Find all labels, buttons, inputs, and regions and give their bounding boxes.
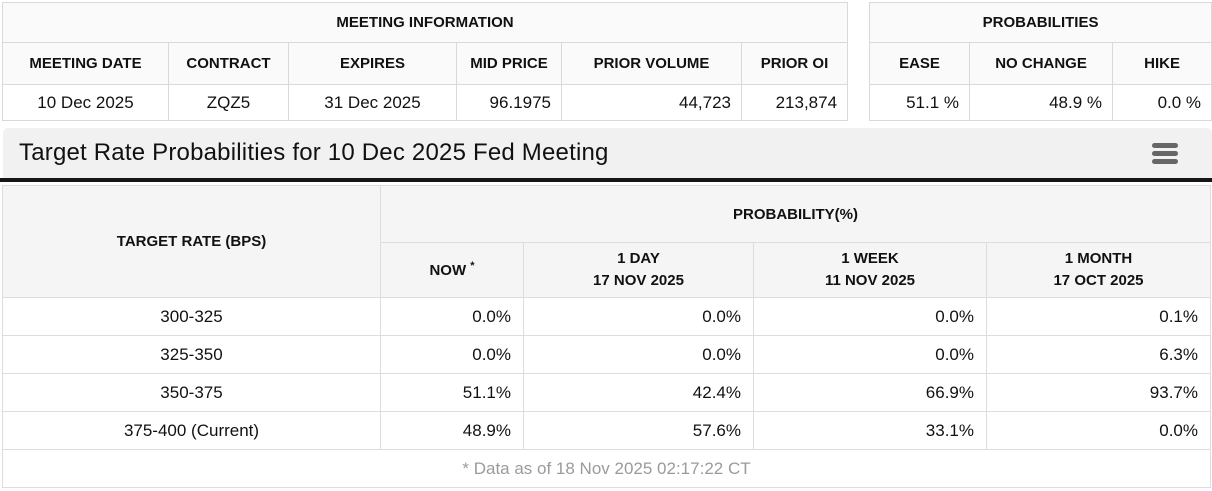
table-row: 375-400 (Current) 48.9% 57.6% 33.1% 0.0% <box>2 411 1211 450</box>
table-row: 300-325 0.0% 0.0% 0.0% 0.1% <box>2 297 1211 336</box>
column-header-now: NOW * <box>380 242 524 298</box>
chart-title-bar: Target Rate Probabilities for 10 Dec 202… <box>3 128 1212 178</box>
footnote-asterisk: * <box>470 259 475 272</box>
mid-price-value: 96.1975 <box>456 84 562 121</box>
meeting-information-table: MEETING INFORMATION MEETING DATE CONTRAC… <box>1 2 849 121</box>
probabilities-header-row: EASE NO CHANGE HIKE <box>869 42 1212 85</box>
one-week-probability: 0.0% <box>753 335 987 374</box>
target-rate-label: 325-350 <box>2 335 381 374</box>
target-rate-probabilities-table: TARGET RATE (BPS) PROBABILITY(%) NOW * 1… <box>2 185 1211 488</box>
one-month-probability: 0.0% <box>986 411 1211 450</box>
one-day-probability: 57.6% <box>523 411 754 450</box>
target-rate-label: 350-375 <box>2 373 381 412</box>
no-change-value: 48.9 % <box>969 84 1114 121</box>
expires-value: 31 Dec 2025 <box>288 84 457 121</box>
now-probability: 0.0% <box>380 335 524 374</box>
table-row: 325-350 0.0% 0.0% 0.0% 6.3% <box>2 335 1211 374</box>
footnote-row: * Data as of 18 Nov 2025 02:17:22 CT <box>2 449 1211 488</box>
column-header-mid-price: MID PRICE <box>456 42 562 85</box>
now-probability: 0.0% <box>380 297 524 336</box>
contract-value: ZQZ5 <box>168 84 289 121</box>
one-day-probability: 0.0% <box>523 335 754 374</box>
one-week-probability: 33.1% <box>753 411 987 450</box>
page-title: Target Rate Probabilities for 10 Dec 202… <box>19 139 609 166</box>
meeting-date-value: 10 Dec 2025 <box>2 84 169 121</box>
data-as-of-footnote: * Data as of 18 Nov 2025 02:17:22 CT <box>2 449 1211 488</box>
one-week-probability: 0.0% <box>753 297 987 336</box>
probability-group-header-row: TARGET RATE (BPS) PROBABILITY(%) <box>2 185 1211 298</box>
meeting-information-header-row: MEETING DATE CONTRACT EXPIRES MID PRICE … <box>2 42 849 85</box>
meeting-information-title: MEETING INFORMATION <box>1 2 849 43</box>
prior-volume-value: 44,723 <box>561 84 742 121</box>
column-header-hike: HIKE <box>1112 42 1212 85</box>
target-rate-label: 300-325 <box>2 297 381 336</box>
column-header-1-week: 1 WEEK 11 NOV 2025 <box>753 242 987 298</box>
probabilities-data-row: 51.1 % 48.9 % 0.0 % <box>869 84 1212 121</box>
column-header-no-change: NO CHANGE <box>969 42 1114 85</box>
hamburger-menu-icon[interactable] <box>1150 139 1180 168</box>
column-header-probability: PROBABILITY(%) <box>380 185 1211 243</box>
column-header-expires: EXPIRES <box>288 42 457 85</box>
target-rate-label: 375-400 (Current) <box>2 411 381 450</box>
column-header-target-rate: TARGET RATE (BPS) <box>2 185 381 298</box>
column-header-1-day: 1 DAY 17 NOV 2025 <box>523 242 754 298</box>
ease-value: 51.1 % <box>869 84 971 121</box>
now-probability: 48.9% <box>380 411 524 450</box>
one-day-probability: 0.0% <box>523 297 754 336</box>
table-row: 350-375 51.1% 42.4% 66.9% 93.7% <box>2 373 1211 412</box>
probabilities-table: PROBABILITIES EASE NO CHANGE HIKE 51.1 %… <box>869 2 1212 121</box>
chart-title-bar-wrap: Target Rate Probabilities for 10 Dec 202… <box>0 128 1212 182</box>
column-header-ease: EASE <box>869 42 971 85</box>
now-probability: 51.1% <box>380 373 524 412</box>
top-summary-area: MEETING INFORMATION MEETING DATE CONTRAC… <box>0 0 1212 121</box>
column-header-contract: CONTRACT <box>168 42 289 85</box>
probability-sub-header-row: NOW * 1 DAY 17 NOV 2025 1 WEEK 11 NOV 2025… <box>3 242 1211 298</box>
one-month-probability: 0.1% <box>986 297 1211 336</box>
column-header-prior-oi: PRIOR OI <box>740 42 849 85</box>
probabilities-title: PROBABILITIES <box>869 2 1212 43</box>
column-header-meeting-date: MEETING DATE <box>2 42 169 85</box>
prior-oi-value: 213,874 <box>740 84 849 121</box>
hike-value: 0.0 % <box>1112 84 1212 121</box>
one-month-probability: 93.7% <box>986 373 1211 412</box>
one-day-probability: 42.4% <box>523 373 754 412</box>
column-header-1-month: 1 MONTH 17 OCT 2025 <box>986 242 1211 298</box>
column-header-prior-volume: PRIOR VOLUME <box>561 42 742 85</box>
one-week-probability: 66.9% <box>753 373 987 412</box>
meeting-information-data-row: 10 Dec 2025 ZQZ5 31 Dec 2025 96.1975 44,… <box>2 84 849 121</box>
one-month-probability: 6.3% <box>986 335 1211 374</box>
